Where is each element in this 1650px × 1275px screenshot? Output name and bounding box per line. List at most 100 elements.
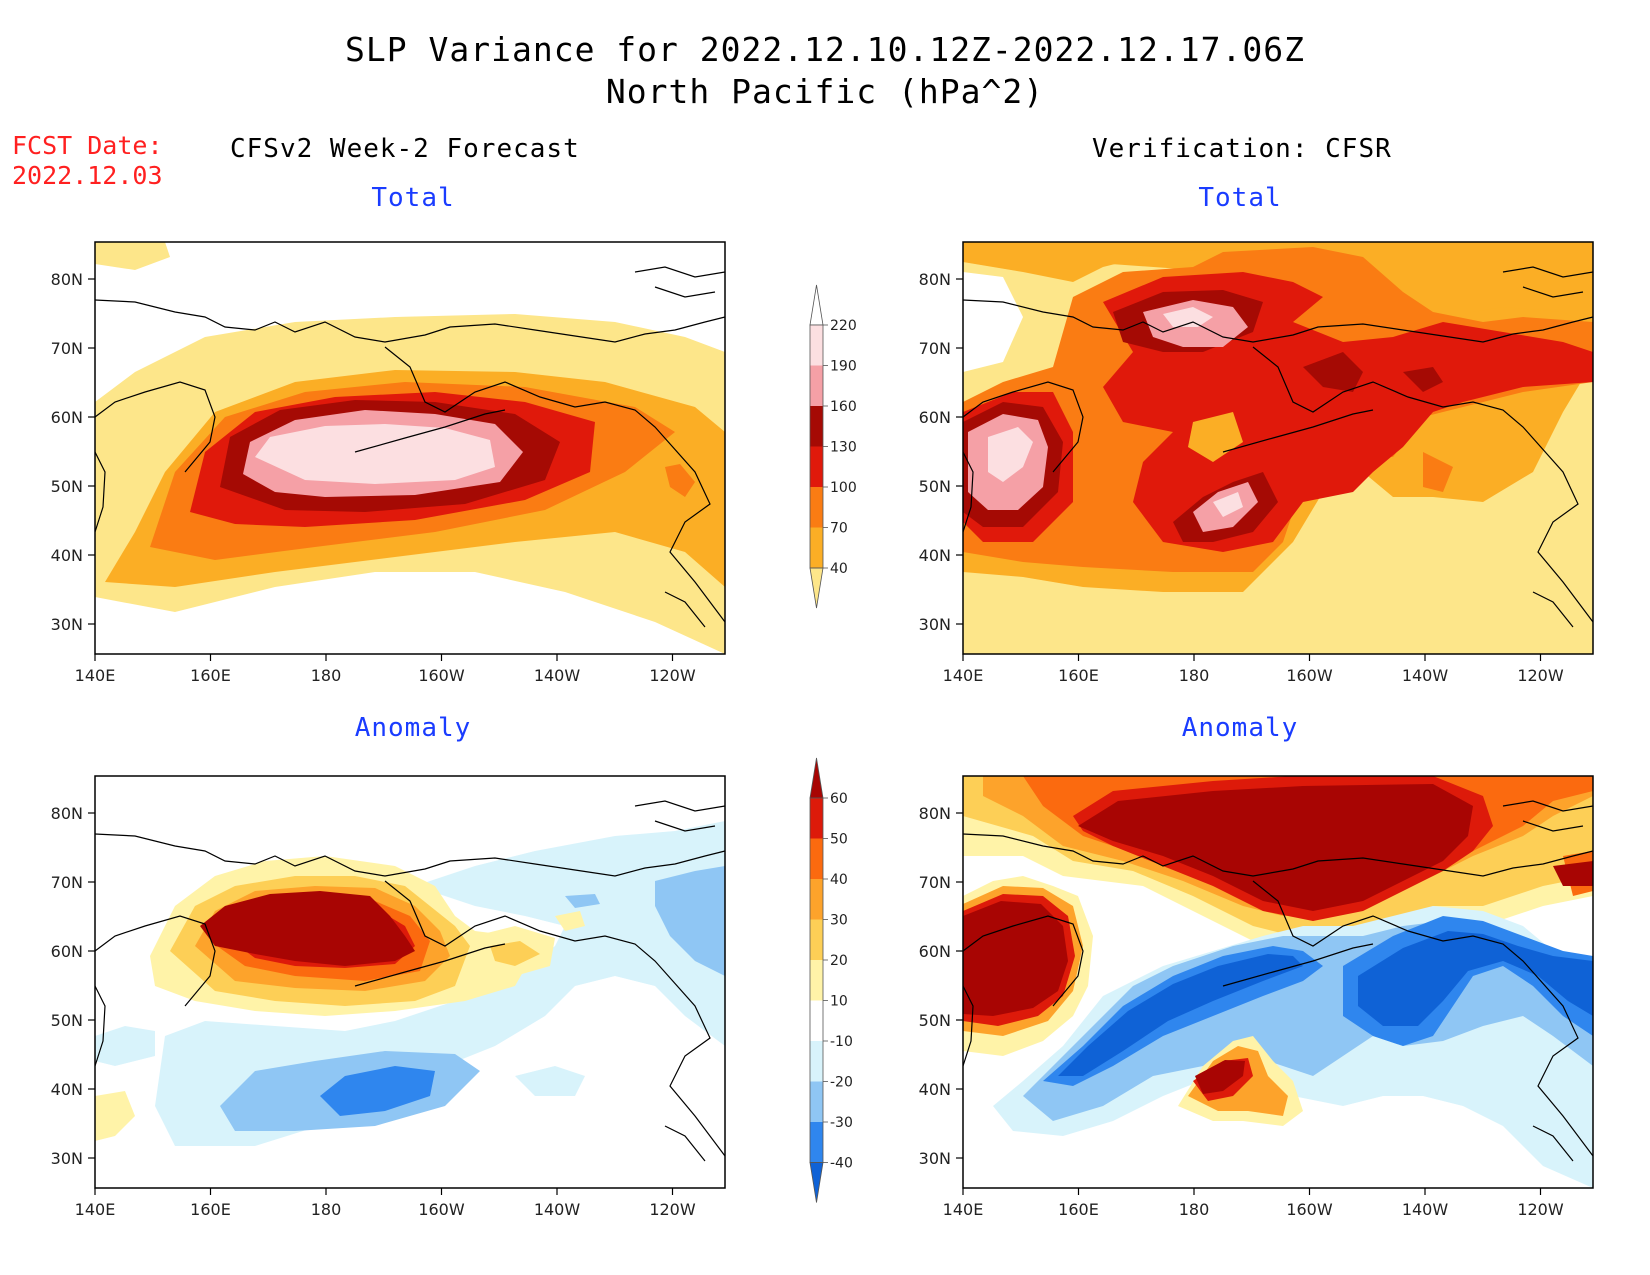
lon-axis: 140E 160E 180 160W 140W 120W xyxy=(75,1188,696,1219)
lat-label: 70N xyxy=(51,873,83,892)
colorbar-swatch xyxy=(810,487,823,528)
lat-label: 50N xyxy=(51,1011,83,1030)
lon-label: 180 xyxy=(311,1200,342,1219)
colorbar-swatch xyxy=(810,406,823,447)
verification-total-subtitle: Total xyxy=(1198,183,1282,213)
map-frame xyxy=(94,241,726,655)
lat-label: 60N xyxy=(919,942,951,961)
lon-label: 160E xyxy=(1058,1200,1099,1219)
figure-title-line2: North Pacific (hPa^2) xyxy=(605,72,1045,111)
lon-axis: 140E 160E 180 160W 140W 120W xyxy=(75,654,696,685)
lon-label: 160W xyxy=(418,666,465,685)
colorbar-label: 160 xyxy=(830,399,857,415)
lon-label: 160E xyxy=(190,666,231,685)
forecast-anomaly-subtitle: Anomaly xyxy=(354,713,472,743)
lon-label: 180 xyxy=(1179,666,1210,685)
colorbar-label: 220 xyxy=(830,318,857,334)
verification-anomaly-subtitle: Anomaly xyxy=(1181,713,1299,743)
colorbar-swatch xyxy=(810,1081,823,1122)
colorbar-swatch xyxy=(810,527,823,568)
colorbar-swatch xyxy=(810,919,823,960)
colorbar-label: 40 xyxy=(830,872,848,888)
lat-label: 80N xyxy=(51,804,83,823)
colorbar-swatch xyxy=(810,960,823,1001)
lat-axis: 80N 70N 60N 50N 40N 30N xyxy=(51,804,95,1168)
lon-label: 120W xyxy=(1517,666,1564,685)
lon-label: 140W xyxy=(1402,1200,1449,1219)
colorbar-swatch xyxy=(810,325,823,366)
anomaly-colorbar: -40 -30 -20 -10 10 20 30 40 50 60 xyxy=(809,757,853,1203)
colorbar-label: 40 xyxy=(830,561,848,577)
lon-label: 140E xyxy=(943,1200,984,1219)
lon-label: 180 xyxy=(311,666,342,685)
lon-label: 140E xyxy=(943,666,984,685)
lat-label: 70N xyxy=(51,339,83,358)
colorbar-label: -40 xyxy=(830,1156,853,1172)
map-frame xyxy=(94,775,726,1189)
colorbar-label: 70 xyxy=(830,521,848,537)
lat-label: 40N xyxy=(51,546,83,565)
colorbar-swatch xyxy=(810,1041,823,1082)
colorbar-swatch xyxy=(810,365,823,406)
colorbar-swatch xyxy=(810,446,823,487)
forecast-anomaly-contours xyxy=(95,821,725,1146)
lat-label: 80N xyxy=(919,804,951,823)
colorbar-swatch xyxy=(810,1000,823,1041)
lon-axis: 140E 160E 180 160W 140W 120W xyxy=(943,654,1564,685)
lon-axis: 140E 160E 180 160W 140W 120W xyxy=(943,1188,1564,1219)
colorbar-swatch xyxy=(810,879,823,920)
lat-label: 50N xyxy=(919,477,951,496)
fcst-date-value: 2022.12.03 xyxy=(12,161,163,190)
lat-label: 30N xyxy=(51,615,83,634)
lat-label: 30N xyxy=(51,1149,83,1168)
lon-label: 180 xyxy=(1179,1200,1210,1219)
lat-axis: 80N 70N 60N 50N 40N 30N xyxy=(919,270,963,634)
forecast-anomaly-map: 80N 70N 60N 50N 40N 30N 140E 160E 180 160W 140W 12… xyxy=(51,775,726,1219)
lon-label: 160W xyxy=(1286,1200,1333,1219)
lon-label: 160W xyxy=(1286,666,1333,685)
colorbar-top-arrow xyxy=(809,757,824,799)
colorbar-label: 30 xyxy=(830,913,848,929)
lat-label: 50N xyxy=(919,1011,951,1030)
lon-label: 120W xyxy=(649,1200,696,1219)
lat-axis: 80N 70N 60N 50N 40N 30N xyxy=(919,804,963,1168)
coastlines xyxy=(94,266,726,628)
figure-title-line1: SLP Variance for 2022.12.10.12Z-2022.12.… xyxy=(345,30,1305,69)
lat-label: 50N xyxy=(51,477,83,496)
colorbar-label: 50 xyxy=(830,832,848,848)
lon-label: 140W xyxy=(534,1200,581,1219)
coastlines xyxy=(962,800,1594,1162)
verification-column-title: Verification: CFSR xyxy=(1092,134,1392,164)
colorbar-swatch xyxy=(810,798,823,839)
lon-label: 140E xyxy=(75,666,116,685)
lat-label: 80N xyxy=(51,270,83,289)
forecast-total-contours xyxy=(95,242,725,654)
lat-label: 30N xyxy=(919,615,951,634)
lat-label: 60N xyxy=(919,408,951,427)
lon-label: 160E xyxy=(190,1200,231,1219)
map-frame xyxy=(962,775,1594,1189)
colorbar-top-arrow xyxy=(809,284,824,326)
lat-label: 60N xyxy=(51,942,83,961)
colorbar-label: -30 xyxy=(830,1115,853,1131)
verification-total-map: 80N 70N 60N 50N 40N 30N 140E 160E 180 160W 140W 12… xyxy=(919,241,1594,685)
colorbar-label: 10 xyxy=(830,994,848,1010)
lon-label: 140W xyxy=(1402,666,1449,685)
lat-label: 60N xyxy=(51,408,83,427)
colorbar-label: -10 xyxy=(830,1034,853,1050)
forecast-total-subtitle: Total xyxy=(371,183,455,213)
lat-label: 30N xyxy=(919,1149,951,1168)
forecast-total-map: 80N 70N 60N 50N 40N 30N 140E 160E 180 160W 140W 12… xyxy=(51,241,726,685)
colorbar-swatch xyxy=(810,838,823,879)
colorbar-swatch xyxy=(810,1122,823,1163)
lat-label: 40N xyxy=(919,546,951,565)
colorbar-label: 100 xyxy=(830,480,857,496)
lat-axis: 80N 70N 60N 50N 40N 30N xyxy=(51,270,95,634)
map-frame xyxy=(962,241,1594,655)
colorbar-label: 60 xyxy=(830,791,848,807)
colorbar-bottom-arrow xyxy=(809,567,824,609)
coastlines xyxy=(962,266,1594,628)
verification-anomaly-map: 80N 70N 60N 50N 40N 30N 140E 160E 180 160W 140W 12… xyxy=(919,775,1594,1219)
lat-label: 70N xyxy=(919,339,951,358)
total-colorbar: 40 70 100 130 160 190 220 xyxy=(809,284,857,609)
